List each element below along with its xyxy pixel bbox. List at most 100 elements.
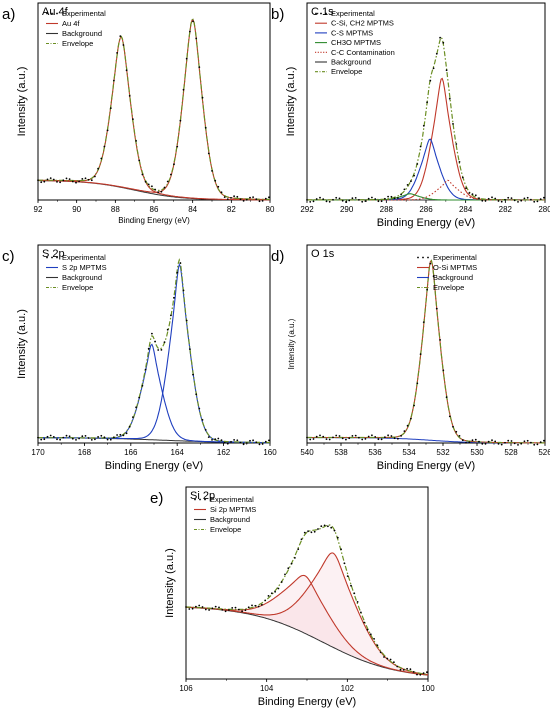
experimental-point (526, 196, 529, 199)
experimental-point (138, 159, 141, 162)
experimental-point (277, 587, 280, 590)
experimental-point (348, 199, 351, 202)
experimental-point (539, 441, 542, 443)
plot-frame (306, 244, 546, 444)
experimental-point (387, 434, 389, 437)
experimental-point (217, 437, 220, 440)
experimental-point (312, 438, 315, 440)
experimental-point (65, 177, 68, 180)
experimental-point (354, 197, 357, 199)
experimental-point (484, 443, 487, 445)
experimental-point (37, 179, 39, 182)
experimental-point (435, 307, 438, 310)
x-axis-label: Binding Energy (eV) (377, 217, 475, 229)
experimental-point (204, 126, 207, 129)
x-tick-label: 84 (188, 205, 197, 214)
experimental-point (65, 434, 68, 437)
experimental-point (471, 439, 474, 442)
x-tick-label: 166 (124, 448, 138, 457)
series-component (307, 179, 545, 201)
experimental-point (223, 441, 226, 444)
experimental-point (340, 548, 342, 551)
x-tick-label: 100 (421, 684, 435, 693)
experimental-point (335, 196, 338, 199)
experimental-point (432, 67, 435, 70)
experimental-point (135, 140, 138, 142)
experimental-point (461, 439, 464, 442)
experimental-point (113, 79, 115, 82)
experimental-point (192, 20, 194, 23)
x-tick-label: 88 (111, 205, 120, 214)
x-tick-label: 288 (380, 205, 394, 214)
experimental-point (267, 595, 270, 597)
experimental-point (94, 438, 96, 441)
legend-entry: Experimental (433, 253, 477, 262)
experimental-point (452, 123, 454, 125)
experimental-point (242, 200, 245, 202)
experimental-point (478, 197, 480, 200)
x-tick-label: 530 (470, 448, 484, 457)
experimental-point (217, 185, 220, 188)
experimental-point (78, 437, 80, 440)
panel-title: O 1s (311, 248, 335, 260)
experimental-point (390, 195, 393, 198)
series-envelope (186, 524, 429, 675)
experimental-point (435, 52, 438, 55)
experimental-point (323, 524, 326, 527)
experimental-point (356, 601, 359, 603)
experimental-point (157, 191, 160, 194)
experimental-point (59, 438, 61, 441)
legend-marker (427, 256, 429, 259)
legend-entry: Si 2p MPTMS (210, 505, 256, 514)
experimental-point (332, 436, 334, 439)
experimental-point (310, 531, 313, 534)
experimental-point (504, 198, 506, 201)
experimental-point (188, 608, 191, 610)
experimental-point (280, 581, 283, 583)
experimental-point (261, 443, 264, 445)
experimental-point (422, 321, 425, 323)
experimental-point (520, 199, 523, 202)
legend-marker (320, 12, 322, 15)
experimental-point (419, 353, 422, 355)
experimental-point (369, 633, 372, 636)
legend-entry: Background (433, 273, 473, 282)
experimental-point (46, 178, 49, 181)
experimental-point (261, 603, 263, 606)
experimental-point (214, 179, 217, 182)
experimental-point (333, 529, 336, 532)
experimental-point (226, 442, 229, 445)
experimental-point (270, 592, 273, 595)
experimental-point (523, 440, 526, 443)
x-tick-label: 528 (504, 448, 518, 457)
experimental-point (455, 143, 458, 145)
experimental-point (236, 195, 239, 198)
experimental-point (364, 438, 367, 440)
experimental-point (400, 435, 402, 437)
legend-entry: Experimental (62, 9, 106, 18)
experimental-point (426, 101, 428, 104)
experimental-point (397, 437, 399, 440)
experimental-point (491, 196, 493, 199)
experimental-point (182, 289, 185, 292)
experimental-point (163, 186, 166, 189)
experimental-point (393, 661, 395, 664)
experimental-point (189, 30, 191, 33)
experimental-point (390, 435, 393, 437)
experimental-point (432, 275, 435, 278)
x-axis-label: Binding Energy (eV) (258, 696, 356, 708)
experimental-point (195, 605, 197, 608)
experimental-point (233, 195, 236, 198)
experimental-point (367, 435, 370, 438)
legend-marker (199, 498, 201, 501)
experimental-point (330, 526, 333, 529)
experimental-point (384, 436, 386, 439)
experimental-point (252, 439, 255, 442)
experimental-point (306, 199, 308, 201)
experimental-point (387, 195, 389, 198)
x-tick-label: 168 (78, 448, 92, 457)
experimental-point (497, 200, 500, 202)
experimental-point (132, 118, 134, 120)
experimental-point (397, 197, 399, 199)
